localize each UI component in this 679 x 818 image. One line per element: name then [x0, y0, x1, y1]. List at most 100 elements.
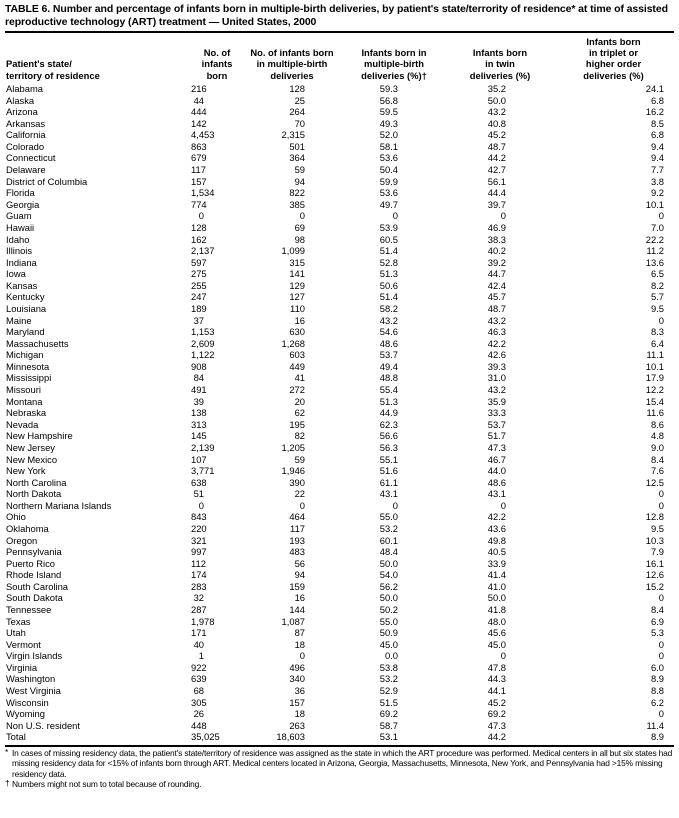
table-row: Guam 0 0 0 0 0 — [5, 210, 674, 222]
cell-multiple-birth-no: 630 — [289, 326, 305, 338]
cell-triplet-pct: 7.0 — [650, 221, 664, 233]
cell-state: Missouri — [6, 384, 41, 396]
cell-multiple-birth-pct: 55.1 — [379, 453, 398, 465]
cell-triplet-pct: 0 — [658, 499, 664, 511]
cell-state: New Jersey — [6, 441, 55, 453]
cell-twin-pct: 44.3 — [487, 673, 506, 685]
cell-triplet-pct: 0 — [658, 210, 664, 222]
cell-multiple-birth-no: 603 — [289, 349, 305, 361]
cell-twin-pct: 42.7 — [487, 164, 506, 176]
cell-infants-born: 142 — [191, 117, 207, 129]
cell-twin-pct: 50.0 — [487, 94, 506, 106]
cell-triplet-pct: 6.2 — [650, 696, 664, 708]
cell-multiple-birth-pct: 55.4 — [379, 384, 398, 396]
cell-triplet-pct: 15.2 — [645, 580, 664, 592]
cell-multiple-birth-pct: 48.4 — [379, 546, 398, 558]
cell-multiple-birth-no: 144 — [289, 604, 305, 616]
cell-state: District of Columbia — [6, 175, 88, 187]
cell-triplet-pct: 9.4 — [650, 140, 664, 152]
cell-infants-born: 997 — [191, 546, 207, 558]
column-header-infants-born: No. of infants born — [191, 33, 243, 83]
column-header-infants-born-line-1: No. of — [203, 47, 231, 59]
cell-multiple-birth-pct: 56.6 — [379, 430, 398, 442]
cell-multiple-birth-no: 1,099 — [281, 245, 305, 257]
cell-state: Montana — [6, 395, 43, 407]
cell-triplet-pct: 9.4 — [650, 152, 664, 164]
table-row: New Hampshire 145 82 56.6 51.7 4.8 — [5, 430, 674, 442]
cell-multiple-birth-pct: 53.2 — [379, 522, 398, 534]
cell-triplet-pct: 16.2 — [645, 106, 664, 118]
cell-multiple-birth-no: 16 — [294, 314, 305, 326]
cell-twin-pct: 45.7 — [487, 291, 506, 303]
cell-twin-pct: 39.7 — [487, 198, 506, 210]
cell-infants-born: 922 — [191, 661, 207, 673]
table-row: New York 3,771 1,946 51.6 44.0 7.6 — [5, 465, 674, 477]
cell-multiple-birth-no: 20 — [294, 395, 305, 407]
cell-multiple-birth-no: 18 — [294, 638, 305, 650]
cell-multiple-birth-pct: 52.9 — [379, 685, 398, 697]
cell-multiple-birth-pct: 58.7 — [379, 719, 398, 731]
cell-multiple-birth-no: 464 — [289, 511, 305, 523]
cell-twin-pct: 41.4 — [487, 569, 506, 581]
cell-infants-born: 40 — [193, 638, 204, 650]
cell-state: Oregon — [6, 534, 38, 546]
cell-triplet-pct: 13.6 — [645, 256, 664, 268]
cell-triplet-pct: 11.2 — [646, 245, 664, 257]
table-row: New Mexico 107 59 55.1 46.7 8.4 — [5, 454, 674, 466]
cell-twin-pct: 46.7 — [487, 453, 506, 465]
cell-triplet-pct: 9.5 — [650, 302, 664, 314]
table-row: West Virginia 68 36 52.9 44.1 8.8 — [5, 685, 674, 697]
cell-multiple-birth-pct: 53.6 — [379, 187, 398, 199]
cell-twin-pct: 43.2 — [487, 314, 506, 326]
table-row: Vermont 40 18 45.0 45.0 0 — [5, 639, 674, 651]
cell-multiple-birth-no: 18 — [294, 708, 305, 720]
column-header-multiple-birth-no-line-2: in multiple-birth — [256, 58, 328, 70]
cell-twin-pct: 0 — [500, 499, 506, 511]
cell-multiple-birth-pct: 49.3 — [379, 117, 398, 129]
cell-multiple-birth-pct: 43.1 — [379, 488, 398, 500]
cell-triplet-pct: 10.1 — [645, 198, 664, 210]
table-row: Oklahoma 220 117 53.2 43.6 9.5 — [5, 523, 674, 535]
cell-triplet-pct: 6.8 — [650, 94, 664, 106]
cell-triplet-pct: 6.9 — [650, 615, 664, 627]
cell-state: Virgin Islands — [6, 650, 63, 662]
cell-infants-born: 1,978 — [191, 615, 215, 627]
cell-multiple-birth-pct: 56.2 — [379, 580, 398, 592]
cell-multiple-birth-pct: 52.8 — [379, 256, 398, 268]
cell-multiple-birth-no: 1,087 — [281, 615, 305, 627]
column-header-triplet-pct: Infants born in triplet or higher order … — [553, 33, 674, 83]
footnote-1-text: In cases of missing residency data, the … — [12, 747, 673, 779]
cell-state: Georgia — [6, 198, 40, 210]
table-bottom-rule — [5, 744, 674, 747]
cell-multiple-birth-no: 94 — [294, 569, 305, 581]
column-header-infants-born-line-2: infants — [201, 58, 233, 70]
cell-infants-born: 3,771 — [191, 465, 215, 477]
cell-multiple-birth-pct: 58.2 — [379, 302, 398, 314]
cell-multiple-birth-pct: 48.8 — [379, 372, 398, 384]
cell-state: Connecticut — [6, 152, 56, 164]
cell-multiple-birth-no: 36 — [294, 685, 305, 697]
cell-infants-born: 313 — [191, 418, 207, 430]
cell-state: North Dakota — [6, 488, 62, 500]
cell-twin-pct: 46.9 — [487, 221, 506, 233]
cell-infants-born: 68 — [193, 685, 204, 697]
column-header-triplet-pct-line-3: higher order — [585, 58, 642, 70]
cell-triplet-pct: 0 — [658, 650, 664, 662]
cell-twin-pct: 45.2 — [487, 129, 506, 141]
header-row: Patient's state/ territory of residence … — [5, 33, 674, 83]
cell-triplet-pct: 7.9 — [650, 546, 664, 558]
cell-triplet-pct: 6.0 — [650, 661, 664, 673]
cell-state: Puerto Rico — [6, 557, 55, 569]
table-row: Iowa 275 141 51.3 44.7 6.5 — [5, 268, 674, 280]
table-row: Montana 39 20 51.3 35.9 15.4 — [5, 396, 674, 408]
cell-twin-pct: 0 — [500, 650, 506, 662]
cell-multiple-birth-no: 315 — [289, 256, 305, 268]
column-header-twin-pct-line-2: in twin — [485, 58, 515, 70]
cell-triplet-pct: 8.9 — [650, 731, 664, 743]
cell-twin-pct: 41.0 — [487, 580, 506, 592]
cell-multiple-birth-no: 69 — [294, 221, 305, 233]
cell-twin-pct: 45.2 — [487, 696, 506, 708]
cell-state: West Virginia — [6, 685, 61, 697]
cell-triplet-pct: 7.6 — [650, 465, 664, 477]
cell-state: Arizona — [6, 106, 38, 118]
